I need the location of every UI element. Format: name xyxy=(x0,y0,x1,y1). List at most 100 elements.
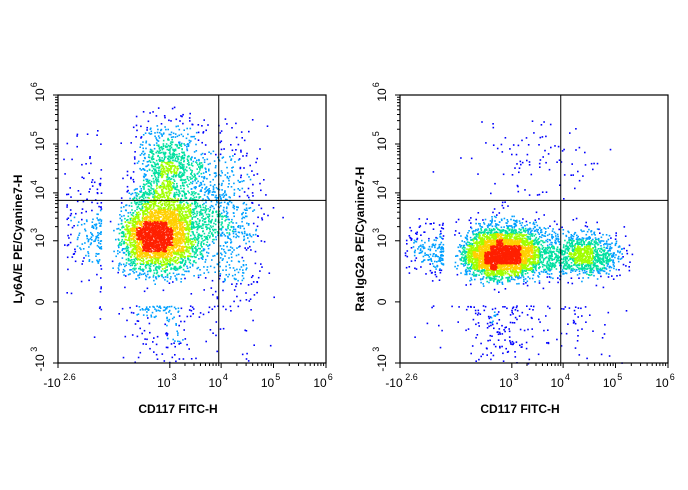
event-dot xyxy=(182,239,184,242)
event-dot xyxy=(142,252,145,255)
event-dot xyxy=(228,183,230,185)
event-dot xyxy=(195,161,197,163)
event-dot xyxy=(168,176,171,179)
event-dot xyxy=(237,159,240,161)
event-dot xyxy=(167,227,170,230)
event-dot xyxy=(78,234,80,236)
event-dot xyxy=(187,202,189,205)
event-dot xyxy=(141,152,143,155)
event-dot xyxy=(205,226,208,228)
event-dot xyxy=(247,247,249,249)
event-dot xyxy=(157,231,160,233)
event-dot xyxy=(133,200,136,203)
event-dot xyxy=(242,260,245,262)
event-dot xyxy=(181,163,184,166)
event-dot xyxy=(245,203,248,206)
event-dot xyxy=(216,200,218,202)
event-dot xyxy=(129,211,132,214)
event-dot xyxy=(214,166,217,169)
event-dot xyxy=(137,313,140,315)
event-dot xyxy=(162,211,164,213)
event-dot xyxy=(197,274,200,277)
event-dot xyxy=(245,207,248,209)
event-dot xyxy=(173,193,175,196)
event-dot xyxy=(178,215,180,217)
event-dot xyxy=(177,173,180,176)
event-dot xyxy=(254,262,257,265)
event-dot xyxy=(152,196,154,198)
event-dot xyxy=(166,181,169,184)
event-dot xyxy=(139,258,141,261)
event-dot xyxy=(155,219,157,221)
event-dot xyxy=(172,201,175,204)
event-dot xyxy=(198,196,201,198)
event-dot xyxy=(178,191,180,193)
event-dot xyxy=(147,203,149,205)
event-dot xyxy=(221,259,224,261)
event-dot xyxy=(76,135,78,137)
event-dot xyxy=(168,187,170,190)
event-dot xyxy=(169,182,172,185)
event-dot xyxy=(124,335,127,338)
event-dot xyxy=(183,262,186,265)
event-dot xyxy=(176,242,178,244)
event-dot xyxy=(122,226,125,229)
event-dot xyxy=(130,205,133,207)
event-dot xyxy=(199,214,201,216)
event-dot xyxy=(131,192,134,195)
event-dot xyxy=(143,188,145,190)
event-dot xyxy=(188,261,191,263)
event-dot xyxy=(87,255,90,257)
event-dot xyxy=(113,250,115,253)
event-dot xyxy=(90,162,92,165)
event-dot xyxy=(183,153,186,155)
event-dot xyxy=(194,138,197,140)
event-dot xyxy=(132,222,134,225)
event-dot xyxy=(240,266,243,268)
event-dot xyxy=(212,150,215,153)
event-dot xyxy=(173,213,176,215)
event-dot xyxy=(169,259,172,262)
event-dot xyxy=(66,193,68,196)
event-dot xyxy=(186,163,189,165)
event-dot xyxy=(186,148,188,150)
event-dot xyxy=(142,223,145,225)
event-dot xyxy=(127,251,130,254)
event-dot xyxy=(156,228,158,230)
event-dot xyxy=(173,267,176,270)
event-dot xyxy=(169,150,171,152)
event-dot xyxy=(199,210,202,213)
event-dot xyxy=(208,243,211,246)
event-dot xyxy=(143,206,146,208)
event-dot xyxy=(227,218,229,221)
event-dot xyxy=(97,234,100,236)
event-dot xyxy=(182,205,184,207)
event-dot xyxy=(150,246,152,248)
event-dot xyxy=(164,258,166,260)
event-dot xyxy=(145,264,148,267)
event-dot xyxy=(174,167,176,169)
event-dot xyxy=(135,194,138,196)
event-dot xyxy=(178,128,181,131)
event-dot xyxy=(119,214,121,216)
event-dot xyxy=(201,166,203,169)
event-dot xyxy=(217,234,219,237)
event-dot xyxy=(187,215,190,218)
event-dot xyxy=(189,169,192,171)
event-dot xyxy=(142,236,144,238)
event-dot xyxy=(225,193,227,196)
event-dot xyxy=(134,248,136,251)
event-dot xyxy=(171,233,173,236)
event-dot xyxy=(121,232,124,234)
event-dot xyxy=(222,327,225,330)
event-dot xyxy=(143,272,146,275)
event-dot xyxy=(151,242,153,244)
event-dot xyxy=(134,246,137,248)
event-dot xyxy=(165,244,168,246)
event-dot xyxy=(220,184,223,187)
event-dot xyxy=(187,235,190,238)
event-dot xyxy=(230,221,233,223)
event-dot xyxy=(253,174,255,176)
event-dot xyxy=(241,137,243,139)
event-dot xyxy=(187,246,189,249)
